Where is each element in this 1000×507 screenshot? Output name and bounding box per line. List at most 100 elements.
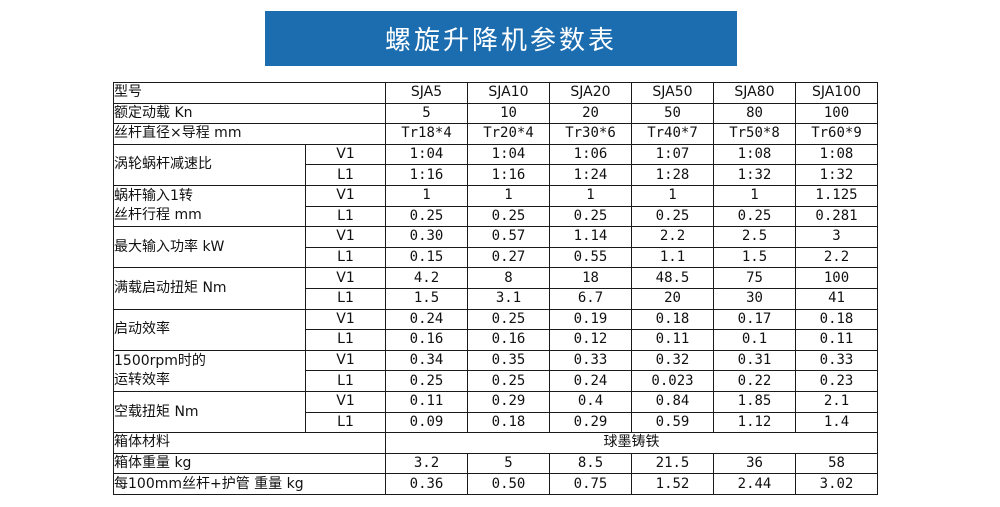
variant-label: V1	[305, 267, 386, 289]
value-cell: 20	[631, 287, 714, 310]
value-cell: 5	[467, 452, 550, 475]
noload-row-l1: L1 0.09 0.18 0.29 0.59 1.12 1.4	[114, 411, 878, 434]
value-cell: 1:04	[385, 143, 468, 166]
title-banner: 螺旋升降机参数表	[265, 11, 737, 66]
material-row: 箱体材料 球墨铸铁	[113, 432, 878, 454]
row-label: 箱体材料	[113, 432, 386, 454]
value-cell: 0.09	[385, 411, 468, 434]
value-cell: 1	[385, 184, 468, 207]
travel-row-v1: 蜗杆输入1转 丝杆行程 mm V1 1 1 1 1 1 1.125	[113, 184, 878, 228]
ratio-row-l1: L1 1:16 1:16 1:24 1:28 1:32 1:32	[114, 164, 878, 186]
value-cell: 0.75	[549, 473, 632, 495]
value-cell: 1:32	[795, 164, 878, 186]
value-cell: 5	[385, 102, 468, 125]
value-cell: 1	[467, 184, 550, 207]
value-cell: 8.5	[549, 452, 632, 475]
value-cell: 0.18	[467, 411, 550, 434]
value-cell: 0.30	[385, 226, 468, 248]
value-cell: 0.29	[549, 411, 632, 434]
value-cell: Tr30*6	[549, 123, 632, 145]
value-cell: 0.12	[549, 329, 632, 351]
value-cell: 58	[795, 452, 878, 475]
value-cell: 0.17	[713, 308, 796, 331]
value-cell: 0.27	[467, 246, 550, 269]
value-cell: 1.14	[549, 226, 632, 248]
value-cell: 1.52	[631, 473, 714, 495]
row-label-line: 最大输入功率 kW	[114, 238, 225, 255]
variant-label: L1	[305, 329, 386, 351]
model-row: 型号 SJA5 SJA10 SJA20 SJA50 SJA80 SJA100	[113, 82, 878, 104]
value-cell: 1:16	[385, 164, 468, 186]
weight-row: 箱体重量 kg 3.2 5 8.5 21.5 36 58	[113, 452, 878, 475]
value-cell: Tr50*8	[713, 123, 796, 145]
value-cell: 80	[713, 102, 796, 125]
value-cell: 3.1	[467, 287, 550, 310]
power-row-l1: L1 0.15 0.27 0.55 1.1 1.5 2.2	[114, 246, 878, 269]
row-label: 额定动载 Kn	[113, 102, 386, 125]
value-cell: 1:06	[549, 143, 632, 166]
row-label-line: 启动效率	[114, 321, 171, 338]
value-cell: 0.84	[631, 390, 714, 413]
value-cell: 0.25	[385, 370, 468, 392]
value-cell: 1.5	[385, 287, 468, 310]
value-cell: SJA50	[631, 82, 714, 104]
row-label-line: 满载启动扭矩 Nm	[114, 279, 227, 296]
row-label: 每100mm丝杆+护管 重量 kg	[113, 473, 386, 495]
value-cell: 1.4	[795, 411, 878, 434]
value-cell: 2.44	[713, 473, 796, 495]
value-cell: 0.11	[631, 329, 714, 351]
value-cell: 1:04	[467, 143, 550, 166]
row-label-line: 运转效率	[114, 371, 171, 388]
value-cell: 0.25	[467, 308, 550, 331]
value-cell: 0.16	[467, 329, 550, 351]
variant-label: V1	[305, 226, 386, 248]
torque-row-v1: 满载启动扭矩 Nm V1 4.2 8 18 48.5 75 100	[113, 267, 878, 310]
value-cell: 21.5	[631, 452, 714, 475]
row-label: 型号	[113, 82, 386, 104]
value-cell: 2.5	[713, 226, 796, 248]
travel-row-l1: L1 0.25 0.25 0.25 0.25 0.25 0.281	[114, 205, 878, 228]
value-cell: 0.25	[385, 205, 468, 228]
value-cell: 3.2	[385, 452, 468, 475]
variant-label: L1	[305, 370, 386, 392]
start-eff-row-v1: 启动效率 V1 0.24 0.25 0.19 0.18 0.17 0.18	[113, 308, 878, 351]
value-cell: 8	[467, 267, 550, 289]
value-cell: 0.023	[631, 370, 714, 392]
row-label: 空载扭矩 Nm	[113, 390, 306, 434]
row-label-line: 空载扭矩 Nm	[114, 403, 199, 420]
value-cell: 0.16	[385, 329, 468, 351]
value-cell: 0.281	[795, 205, 878, 228]
row-label-line: 1500rpm时的	[114, 352, 206, 369]
row-label: 1500rpm时的 运转效率	[113, 349, 306, 392]
value-cell: 100	[795, 267, 878, 289]
value-cell: 0.19	[549, 308, 632, 331]
value-cell: SJA80	[713, 82, 796, 104]
value-cell: SJA10	[467, 82, 550, 104]
value-cell: 0.55	[549, 246, 632, 269]
value-cell: Tr20*4	[467, 123, 550, 145]
row-label: 丝杆直径×导程 mm	[113, 123, 386, 145]
value-cell: 0.25	[631, 205, 714, 228]
value-cell: 0.50	[467, 473, 550, 495]
value-cell: SJA100	[795, 82, 878, 104]
screw-row: 丝杆直径×导程 mm Tr18*4 Tr20*4 Tr30*6 Tr40*7 Tr50*8…	[113, 123, 878, 145]
row-label: 蜗杆输入1转 丝杆行程 mm	[113, 184, 306, 228]
value-cell: SJA5	[385, 82, 468, 104]
value-cell: 6.7	[549, 287, 632, 310]
value-cell: 18	[549, 267, 632, 289]
value-cell: 10	[467, 102, 550, 125]
value-cell: 1	[631, 184, 714, 207]
variant-label: V1	[305, 184, 386, 207]
value-cell: 0.4	[549, 390, 632, 413]
value-cell: 3.02	[795, 473, 878, 495]
row-label: 箱体重量 kg	[113, 452, 386, 475]
variant-label: V1	[305, 390, 386, 413]
row-label: 启动效率	[113, 308, 306, 351]
value-cell: 0.25	[467, 370, 550, 392]
value-cell: 0.15	[385, 246, 468, 269]
row-label: 满载启动扭矩 Nm	[113, 267, 306, 310]
value-cell: 0.35	[467, 349, 550, 372]
value-cell: 1	[549, 184, 632, 207]
value-cell: 1:32	[713, 164, 796, 186]
value-cell: 0.25	[467, 205, 550, 228]
